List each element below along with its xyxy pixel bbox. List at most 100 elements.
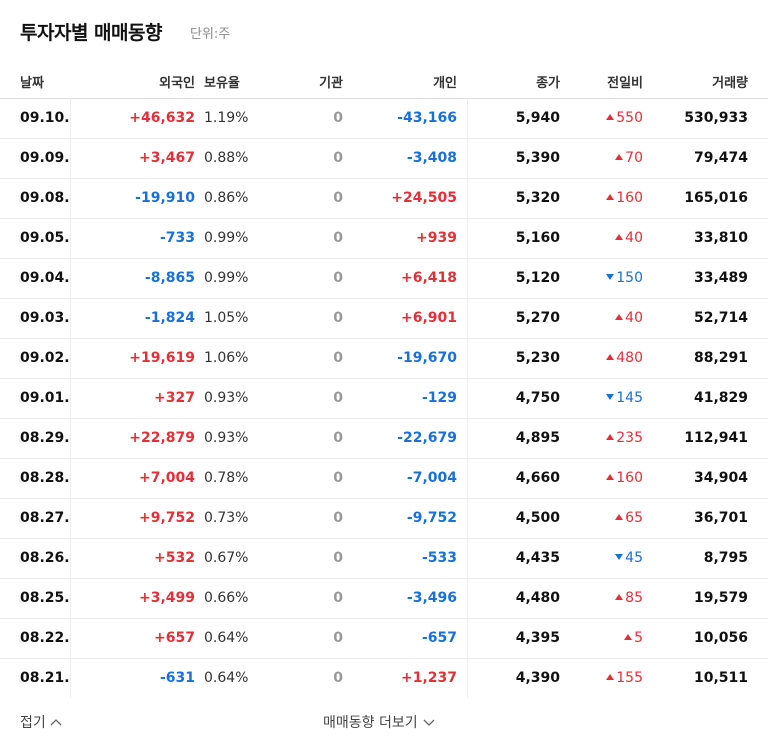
close: 5,390	[515, 150, 560, 166]
header-ratio: 보유율	[204, 76, 240, 91]
close: 5,940	[515, 110, 560, 126]
close: 4,390	[515, 670, 560, 686]
volume: 19,579	[693, 590, 748, 606]
change-amount: 235	[616, 430, 643, 446]
volume: 33,810	[693, 230, 748, 246]
individual: -129	[421, 390, 457, 406]
date: 08.27.	[20, 510, 70, 526]
date: 09.01.	[20, 390, 70, 406]
foreign: +7,004	[138, 470, 195, 486]
institution: 0	[333, 590, 343, 606]
chevron-up	[50, 719, 62, 726]
change-amount: 160	[616, 190, 643, 206]
institution: 0	[333, 350, 343, 366]
foreign: +532	[154, 550, 195, 566]
institution: 0	[333, 510, 343, 526]
date: 09.08.	[20, 190, 70, 206]
ratio: 1.19%	[204, 110, 249, 126]
row-border	[0, 178, 768, 179]
close: 4,395	[515, 630, 560, 646]
foreign: -733	[159, 230, 195, 246]
foreign: +657	[154, 630, 195, 646]
date: 08.29.	[20, 430, 70, 446]
volume: 112,941	[684, 430, 748, 446]
header-change: 전일비	[607, 76, 643, 91]
change: 155	[606, 669, 643, 687]
header-institution: 기관	[319, 76, 343, 91]
date: 09.02.	[20, 350, 70, 366]
volume: 165,016	[684, 190, 748, 206]
volume: 8,795	[703, 550, 748, 566]
institution: 0	[333, 270, 343, 286]
change: 40	[615, 309, 643, 327]
header-close: 종가	[536, 76, 560, 91]
institution: 0	[333, 670, 343, 686]
foreign: -8,865	[144, 270, 195, 286]
close: 4,480	[515, 590, 560, 606]
change-amount: 85	[625, 590, 643, 606]
more-button[interactable]: 매매동향 더보기	[323, 712, 436, 732]
individual: -3,496	[406, 590, 457, 606]
change-amount: 160	[616, 470, 643, 486]
date: 09.09.	[20, 150, 70, 166]
chevron-down	[423, 719, 435, 726]
change: 160	[606, 469, 643, 487]
row-border	[0, 338, 768, 339]
individual: +6,418	[400, 270, 457, 286]
individual: -22,679	[397, 430, 457, 446]
date: 08.25.	[20, 590, 70, 606]
change-arrow	[606, 394, 615, 400]
change-arrow	[606, 474, 615, 480]
foreign: +327	[154, 390, 195, 406]
individual: +24,505	[391, 190, 457, 206]
row-border	[0, 138, 768, 139]
individual: -9,752	[406, 510, 457, 526]
individual: -43,166	[397, 110, 457, 126]
ratio: 0.66%	[204, 590, 249, 606]
individual: -7,004	[406, 470, 457, 486]
change: 480	[606, 349, 643, 367]
close: 4,750	[515, 390, 560, 406]
change-arrow	[615, 514, 624, 520]
change-arrow	[615, 234, 624, 240]
header-date: 날짜	[20, 76, 44, 91]
change-amount: 70	[625, 150, 643, 166]
institution: 0	[333, 310, 343, 326]
individual: -19,670	[397, 350, 457, 366]
header-volume: 거래량	[712, 76, 748, 91]
foreign: +19,619	[129, 350, 195, 366]
change-amount: 550	[616, 110, 643, 126]
date: 09.04.	[20, 270, 70, 286]
header-foreign: 외국인	[159, 76, 195, 91]
foreign: +3,467	[138, 150, 195, 166]
foreign: +22,879	[129, 430, 195, 446]
volume: 88,291	[693, 350, 748, 366]
individual: +939	[416, 230, 457, 246]
date: 09.05.	[20, 230, 70, 246]
ratio: 1.05%	[204, 310, 249, 326]
ratio: 0.88%	[204, 150, 249, 166]
collapse-button[interactable]: 접기	[20, 712, 63, 732]
row-border	[0, 578, 768, 579]
volume: 79,474	[693, 150, 748, 166]
collapse-label[interactable]: 접기	[20, 715, 46, 731]
more-label[interactable]: 매매동향 더보기	[323, 715, 418, 731]
column-divider	[70, 98, 71, 698]
change: 40	[615, 229, 643, 247]
volume: 52,714	[693, 310, 748, 326]
foreign: +46,632	[129, 110, 195, 126]
date: 08.22.	[20, 630, 70, 646]
row-border	[0, 418, 768, 419]
ratio: 0.64%	[204, 670, 249, 686]
row-border	[0, 378, 768, 379]
row-border	[0, 658, 768, 659]
volume: 10,511	[693, 670, 748, 686]
change-amount: 40	[625, 310, 643, 326]
change-arrow	[624, 634, 633, 640]
change: 85	[615, 589, 643, 607]
change: 160	[606, 189, 643, 207]
date: 09.03.	[20, 310, 70, 326]
volume: 10,056	[693, 630, 748, 646]
change: 70	[615, 149, 643, 167]
